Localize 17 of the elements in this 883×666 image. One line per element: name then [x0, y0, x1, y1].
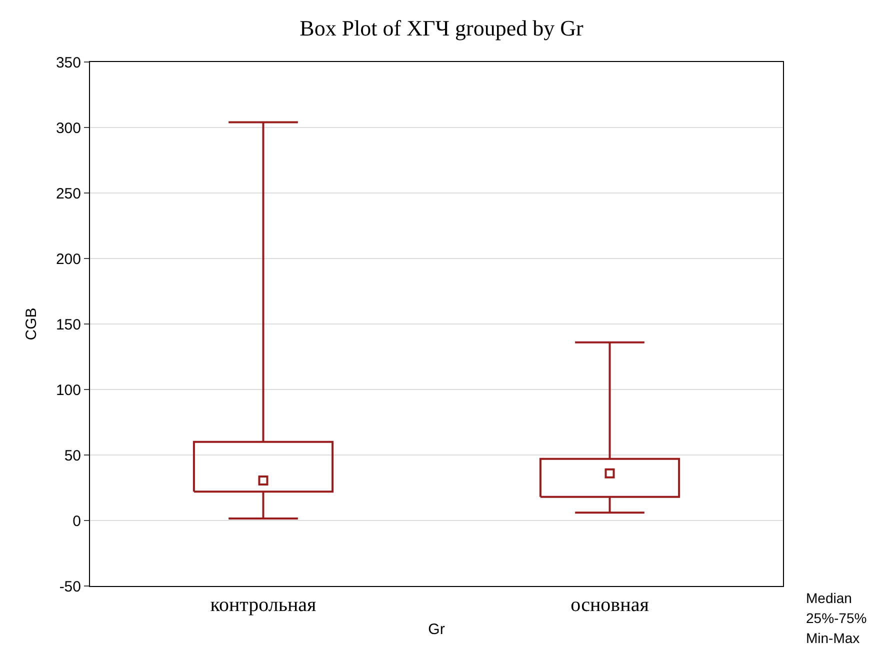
x-axis-title: Gr — [428, 621, 445, 638]
y-tick-label: 150 — [56, 316, 81, 334]
chart-title: Box Plot of ХГЧ grouped by Gr — [300, 15, 584, 40]
y-tick-label: 0 — [72, 512, 81, 530]
y-tick-label: 250 — [56, 185, 81, 202]
x-tick-label: контрольная — [210, 594, 316, 616]
y-tick-label: 50 — [64, 447, 81, 464]
y-tick-label: 200 — [56, 250, 81, 268]
text: Median — [806, 590, 852, 606]
x-tick-label: основная — [570, 594, 649, 616]
y-tick-label: -50 — [59, 578, 81, 596]
y-tick-label: 300 — [56, 120, 81, 137]
y-axis-title: CGB — [23, 308, 40, 340]
text: Min-Max — [806, 630, 860, 646]
text: 25%-75% — [806, 610, 867, 626]
y-tick-label: 100 — [56, 382, 81, 399]
y-tick-label: 350 — [56, 54, 81, 72]
